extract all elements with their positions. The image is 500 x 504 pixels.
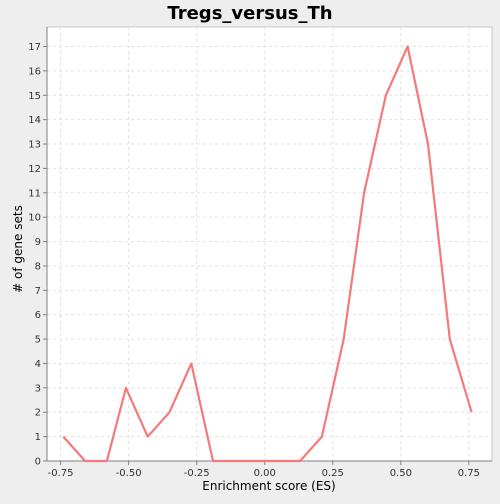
data-point (168, 411, 170, 413)
x-tick-label: 0.25 (322, 468, 344, 479)
x-axis-label: Enrichment score (ES) (202, 479, 335, 493)
x-tick-label: 0.50 (390, 468, 412, 479)
x-tick-label: -0.75 (48, 468, 74, 479)
data-point (84, 460, 86, 462)
grid-lines (47, 27, 492, 462)
x-tick-label: 0.00 (254, 468, 276, 479)
y-tick-label: 3 (35, 383, 41, 394)
plot-area (46, 26, 493, 462)
y-axis-label: # of gene sets (11, 205, 25, 293)
series-layer (62, 45, 473, 463)
data-point (147, 436, 149, 438)
y-tick-label: 13 (28, 140, 41, 151)
data-point (385, 94, 387, 96)
x-tick-label: -0.50 (116, 468, 142, 479)
data-point (343, 338, 345, 340)
data-point (190, 362, 192, 364)
y-tick-label: 1 (35, 432, 41, 443)
data-point (427, 143, 429, 145)
y-tick-label: 12 (28, 164, 41, 175)
y-tick-label: 10 (28, 213, 41, 224)
chart-title: Tregs_versus_Th (167, 3, 332, 24)
data-point (125, 387, 127, 389)
y-tick-label: 15 (28, 91, 41, 102)
data-point (277, 460, 279, 462)
y-tick-label: 4 (35, 359, 41, 370)
y-tick-label: 5 (35, 335, 41, 346)
y-tick-label: 8 (35, 261, 41, 272)
data-point (299, 460, 301, 462)
data-point (212, 460, 214, 462)
data-point (363, 192, 365, 194)
x-tick-label: -0.25 (184, 468, 210, 479)
data-point (449, 338, 451, 340)
data-point (62, 436, 64, 438)
data-point (471, 411, 473, 413)
data-point (234, 460, 236, 462)
y-tick-label: 17 (28, 42, 41, 53)
y-tick-label: 9 (35, 237, 41, 248)
y-tick-label: 6 (35, 310, 41, 321)
y-tick-label: 2 (35, 408, 41, 419)
data-point (407, 46, 409, 48)
data-point (321, 436, 323, 438)
data-point (256, 460, 258, 462)
data-point (106, 460, 108, 462)
y-tick-label: 7 (35, 286, 41, 297)
y-tick-label: 14 (28, 115, 41, 126)
x-tick-label: 0.75 (458, 468, 480, 479)
y-tick-label: 16 (28, 66, 41, 77)
y-tick-label: 11 (28, 188, 41, 199)
y-tick-label: 0 (35, 457, 41, 468)
series-line (62, 45, 473, 463)
